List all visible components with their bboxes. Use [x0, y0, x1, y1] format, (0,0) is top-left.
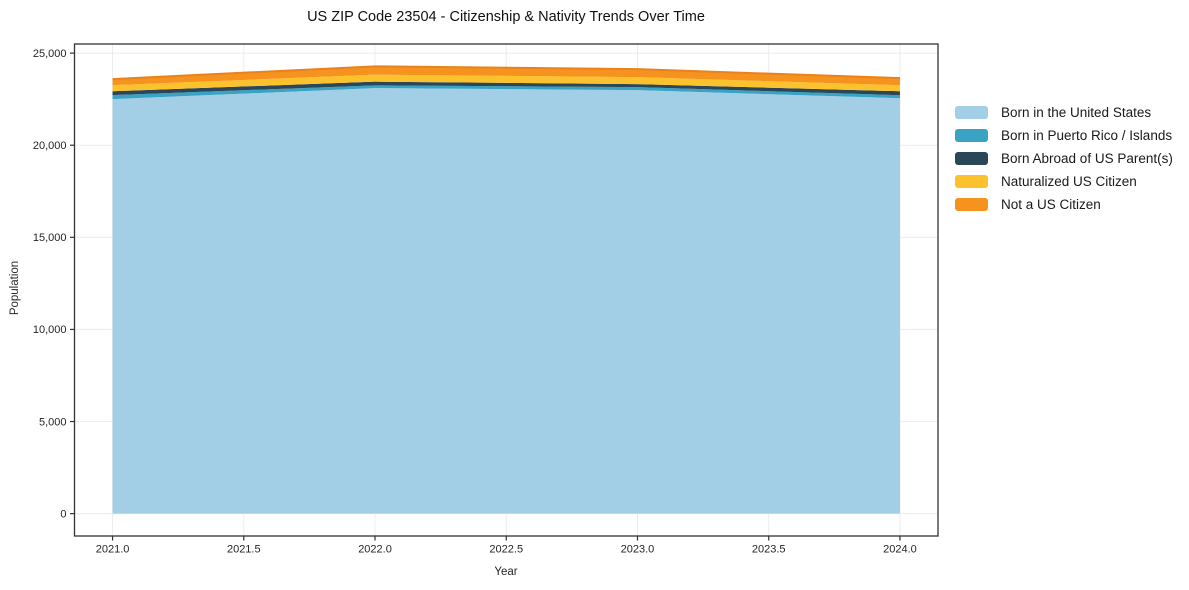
- legend-label: Born Abroad of US Parent(s): [1001, 151, 1173, 166]
- legend-label: Not a US Citizen: [1001, 197, 1101, 212]
- y-tick-label: 25,000: [33, 48, 67, 60]
- y-tick-label: 5,000: [39, 416, 67, 428]
- x-axis-label: Year: [494, 566, 518, 578]
- legend-item: Born in Puerto Rico / Islands: [955, 128, 1173, 143]
- legend-swatch: [955, 152, 988, 165]
- y-axis-label: Population: [9, 260, 21, 316]
- x-tick-label: 2021.5: [227, 544, 261, 556]
- legend: Born in the United States Born in Puerto …: [955, 105, 1173, 212]
- area-layer-1: [112, 85, 900, 100]
- legend-item: Not a US Citizen: [955, 197, 1173, 212]
- total-top-edge: [112, 65, 900, 81]
- y-tick-label: 20,000: [33, 140, 67, 152]
- legend-item: Born in the United States: [955, 105, 1173, 120]
- legend-item: Born Abroad of US Parent(s): [955, 151, 1173, 166]
- legend-label: Born in Puerto Rico / Islands: [1001, 128, 1173, 143]
- x-tick-label: 2022.5: [489, 544, 523, 556]
- x-tick-label: 2023.5: [752, 544, 786, 556]
- x-tick-label: 2023.0: [621, 544, 655, 556]
- y-tick-label: 15,000: [33, 232, 67, 244]
- y-tick-label: 0: [60, 508, 66, 520]
- legend-item: Naturalized US Citizen: [955, 174, 1173, 189]
- x-tick-label: 2024.0: [883, 544, 917, 556]
- legend-label: Born in the United States: [1001, 105, 1152, 120]
- legend-swatch: [955, 175, 988, 188]
- legend-label: Naturalized US Citizen: [1001, 174, 1137, 189]
- x-tick-label: 2022.0: [358, 544, 392, 556]
- legend-swatch: [955, 129, 988, 142]
- area-layer-2: [112, 81, 900, 96]
- chart-title: US ZIP Code 23504 - Citizenship & Nativi…: [307, 9, 705, 25]
- legend-swatch: [955, 106, 988, 119]
- x-tick-label: 2021.0: [96, 544, 130, 556]
- legend-swatch: [955, 198, 988, 211]
- y-tick-label: 10,000: [33, 324, 67, 336]
- area-layer-4: [112, 66, 900, 86]
- area-layer-3: [112, 74, 900, 92]
- area-layer-0: [112, 88, 900, 514]
